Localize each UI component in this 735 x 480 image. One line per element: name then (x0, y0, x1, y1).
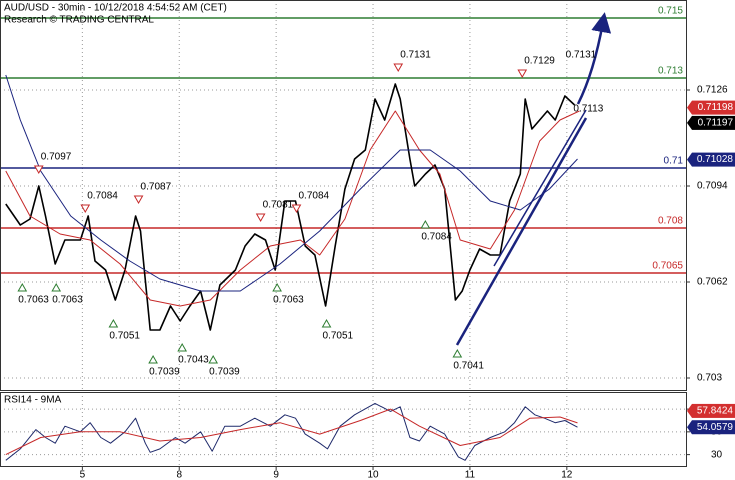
low-marker (272, 282, 282, 292)
value-box-label: 54.0579 (697, 422, 734, 433)
value-box (692, 115, 735, 130)
series-line (5, 408, 578, 456)
high-label: 0.7084 (87, 191, 118, 202)
rsi-title: RSI14 - 9MA (4, 395, 62, 406)
low-marker (108, 318, 119, 328)
level-label: 0.713 (658, 66, 683, 77)
note-label: 0.7131 (566, 50, 597, 61)
x-tick-label: 9 (273, 470, 279, 480)
high-marker (291, 204, 302, 214)
value-box (692, 152, 735, 167)
low-label: 0.7039 (209, 367, 240, 378)
y-tick-label: 0.7062 (697, 277, 728, 288)
y-tick-label: 0.7094 (697, 181, 728, 192)
x-tick-label: 12 (561, 470, 573, 480)
high-marker (517, 69, 528, 79)
low-label: 0.7063 (18, 295, 49, 306)
chart-subtitle: Research © TRADING CENTRAL (4, 15, 154, 26)
value-box-pointer (687, 420, 692, 435)
low-marker (452, 348, 463, 358)
low-label: 0.7063 (273, 295, 304, 306)
low-marker (177, 342, 188, 352)
value-box-pointer (687, 152, 692, 167)
low-label: 0.7039 (149, 367, 180, 378)
value-box (692, 420, 735, 435)
value-box (692, 403, 735, 418)
series-line (5, 402, 578, 461)
rsi-panel-frame (0, 392, 687, 467)
y-tick-label: 0.7126 (697, 85, 728, 96)
low-label: 0.7063 (52, 295, 83, 306)
y-tick-label: 0.703 (697, 373, 722, 384)
level-label: 0.7065 (652, 261, 683, 272)
high-label: 0.7081 (263, 200, 294, 211)
low-marker (51, 282, 62, 292)
high-marker (33, 165, 44, 175)
low-label: 0.7051 (323, 331, 354, 342)
level-label: 0.708 (658, 216, 683, 227)
value-box-label: 0.71198 (698, 102, 734, 113)
series-line (5, 74, 578, 292)
value-box-label: 0.71028 (697, 154, 734, 165)
trend-line (455, 117, 588, 346)
high-marker (133, 195, 144, 205)
value-box-label: 57.8424 (697, 406, 734, 417)
low-label: 0.7043 (178, 355, 209, 366)
x-tick-label: 5 (80, 470, 86, 480)
level-label: 0.715 (658, 6, 683, 17)
plot-layer (0, 17, 686, 461)
high-marker (393, 63, 404, 73)
high-label: 0.7131 (400, 50, 431, 61)
high-label: 0.7084 (298, 191, 329, 202)
high-marker (80, 204, 91, 214)
value-box-label: 0.71197 (698, 118, 734, 129)
low-marker (148, 354, 158, 364)
value-box-pointer (687, 100, 692, 115)
x-tick-label: 8 (176, 470, 182, 480)
forecast-arrow (576, 12, 612, 105)
high-label: 0.7097 (41, 152, 72, 163)
series-line (5, 83, 576, 331)
high-marker (255, 213, 266, 223)
value-box-pointer (687, 115, 692, 130)
low-label: 0.7084 (421, 232, 452, 243)
chart-title: AUD/USD - 30min - 10/12/2018 4:54:52 AM … (4, 3, 227, 14)
high-label: 0.7129 (524, 56, 555, 67)
series-line (5, 110, 580, 307)
low-marker (420, 219, 431, 229)
x-tick-label: 11 (465, 470, 476, 480)
trend-line (493, 109, 587, 267)
level-label: 0.71 (664, 156, 684, 167)
low-marker (321, 318, 332, 328)
high-label: 0.7087 (141, 182, 172, 193)
grid-layer (0, 0, 686, 466)
x-tick-label: 10 (367, 470, 379, 480)
low-marker (208, 354, 219, 364)
note-label: 0.7113 (573, 104, 603, 115)
low-label: 0.7051 (109, 331, 140, 342)
value-box (692, 100, 735, 115)
value-box-pointer (687, 403, 692, 418)
price-panel-frame (0, 0, 687, 391)
low-marker (17, 282, 28, 292)
low-label: 0.7041 (453, 361, 484, 372)
y-tick-label: 30 (711, 449, 723, 460)
